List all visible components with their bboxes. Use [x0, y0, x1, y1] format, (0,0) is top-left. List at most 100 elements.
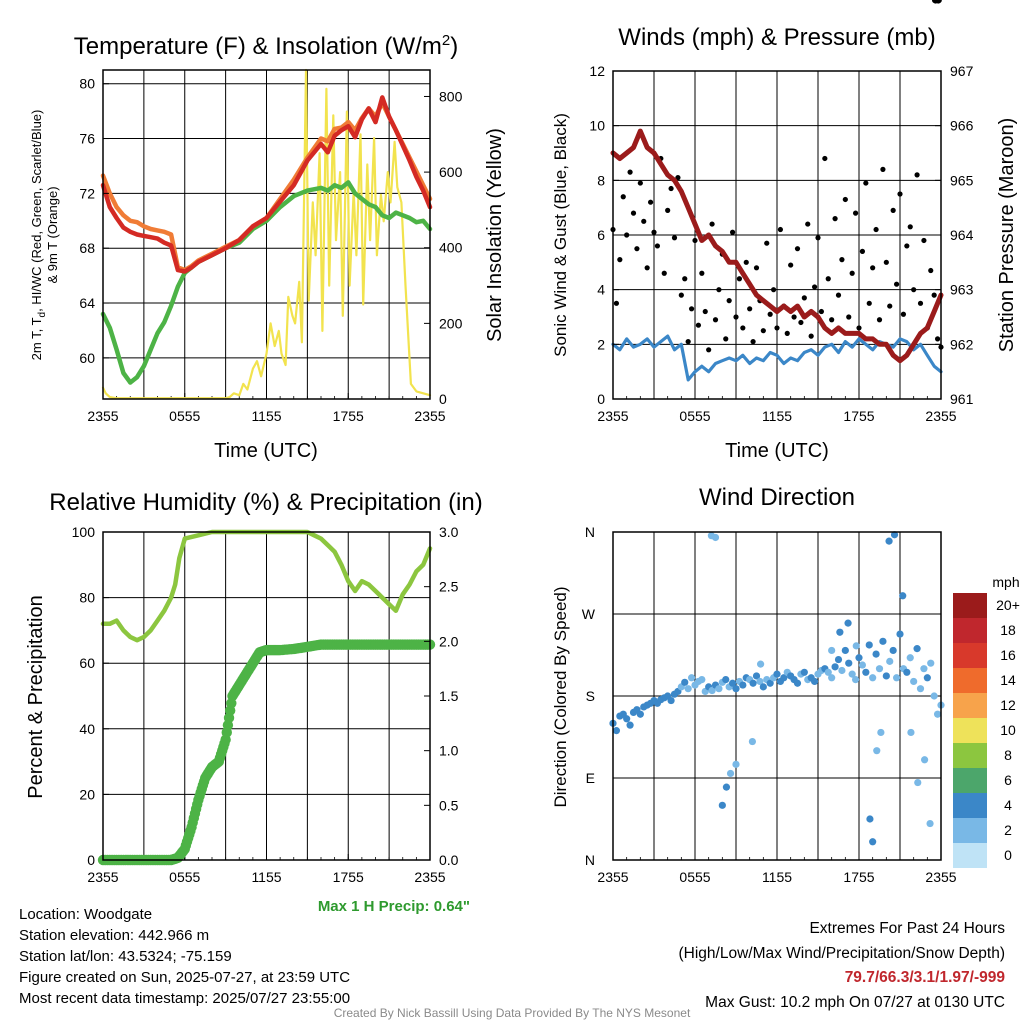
solar-insolation-line: [101, 68, 432, 400]
colorbar-swatch: [953, 768, 987, 793]
y-label-subscript: d: [37, 312, 48, 318]
gust-point: [665, 207, 671, 213]
colorbar-label: 16: [1000, 647, 1016, 663]
y-tick-label: 68: [79, 240, 95, 256]
gust-point: [627, 169, 633, 175]
gust-point: [788, 262, 794, 268]
direction-point: [824, 668, 832, 676]
x-tick-label: 2355: [87, 869, 118, 885]
gust-point: [617, 257, 623, 263]
extremes-panel: Extremes For Past 24 Hours (High/Low/Max…: [679, 917, 1006, 1015]
y2-tick-label: 0.0: [439, 852, 459, 868]
gust-point: [852, 210, 859, 216]
gust-point: [688, 306, 695, 312]
direction-point: [831, 663, 839, 671]
y2-tick-label: 400: [439, 240, 463, 256]
y-tick-label: 0: [597, 391, 605, 407]
direction-point: [722, 676, 730, 684]
direction-point: [748, 737, 757, 746]
gust-point: [934, 336, 941, 342]
gust-point: [921, 237, 927, 244]
gust-point: [839, 257, 845, 263]
gust-point: [883, 259, 889, 265]
direction-point: [636, 710, 644, 718]
gust-point: [675, 175, 681, 181]
gust-point: [832, 216, 838, 222]
direction-point: [899, 592, 907, 600]
gust-point: [760, 328, 766, 334]
x-tick-label: 1755: [843, 408, 874, 424]
colorbar-swatch: [953, 668, 987, 693]
chart-title: Wind Direction: [699, 484, 855, 511]
chart-title: Relative Humidity (%) & Precipitation (i…: [49, 489, 482, 516]
y-tick-label: N: [585, 524, 595, 540]
gust-point: [613, 300, 620, 306]
colorbar-swatch: [953, 693, 987, 718]
colorbar-label: 0: [1004, 847, 1012, 863]
gust-point: [931, 292, 937, 298]
colorbar-swatch: [953, 843, 987, 868]
x-tick-label: 2355: [597, 869, 628, 885]
gust-point: [733, 314, 739, 320]
direction-point: [684, 685, 692, 693]
direction-point: [836, 628, 844, 636]
gust-point: [709, 221, 715, 227]
gust-point: [750, 339, 756, 345]
y-tick-label: 4: [597, 282, 605, 298]
title-text: ): [450, 33, 458, 60]
gust-point: [685, 339, 691, 345]
gust-point: [695, 322, 702, 328]
direction-point: [869, 838, 877, 846]
direction-point: [810, 677, 819, 686]
x-tick-label: 0555: [169, 869, 200, 885]
direction-point: [921, 756, 929, 764]
gust-point: [777, 226, 784, 233]
station-location: Location: Woodgate: [19, 906, 153, 923]
extremes-subtitle: (High/Low/Max Wind/Precipitation/Snow De…: [678, 944, 1006, 962]
gust-point: [887, 303, 893, 309]
y-label-part: 2m T, T: [29, 317, 44, 360]
direction-point: [848, 670, 856, 678]
gust-point: [661, 270, 667, 276]
direction-point: [766, 679, 774, 687]
direction-point: [934, 0, 942, 4]
direction-point: [923, 674, 931, 682]
direction-point: [930, 692, 938, 700]
direction-point: [877, 728, 885, 737]
y2-tick-label: 600: [439, 164, 463, 180]
direction-point: [800, 668, 808, 676]
direction-point: [722, 783, 731, 791]
gust-point: [747, 306, 753, 312]
direction-point: [886, 657, 894, 665]
gust-point: [911, 287, 917, 293]
colorbar-swatch: [953, 818, 987, 843]
y2-tick-label: 962: [950, 336, 974, 352]
y-tick-label: E: [586, 770, 595, 786]
gust-point: [917, 300, 924, 306]
y-axis-label: 2m T, Td, HI/WC (Red, Green, Scarlet/Blu…: [29, 110, 48, 361]
gust-point: [914, 172, 920, 178]
title-superscript: 2: [442, 32, 450, 49]
gust-point: [893, 281, 900, 287]
direction-point: [757, 660, 765, 668]
colorbar-swatch: [953, 718, 987, 743]
gust-point: [825, 276, 831, 282]
dewpoint-line: [100, 180, 433, 385]
direction-point: [933, 710, 942, 718]
direction-point: [752, 672, 761, 680]
y-axis-label: Direction (Colored By Speed): [551, 586, 570, 807]
gust-point: [770, 287, 777, 293]
direction-point: [749, 679, 757, 687]
direction-point: [739, 681, 747, 689]
y-tick-label: W: [582, 606, 596, 622]
gust-point: [904, 243, 910, 249]
chart-title: Winds (mph) & Pressure (mb): [618, 24, 935, 51]
gust-point: [808, 333, 814, 339]
y2-tick-label: 2.5: [439, 579, 459, 595]
y2-tick-label: 963: [950, 282, 974, 298]
gust-point: [842, 196, 848, 203]
gust-point: [835, 292, 842, 298]
gust-point: [654, 243, 661, 249]
direction-point: [732, 685, 740, 693]
y-tick-label: 60: [79, 350, 95, 366]
